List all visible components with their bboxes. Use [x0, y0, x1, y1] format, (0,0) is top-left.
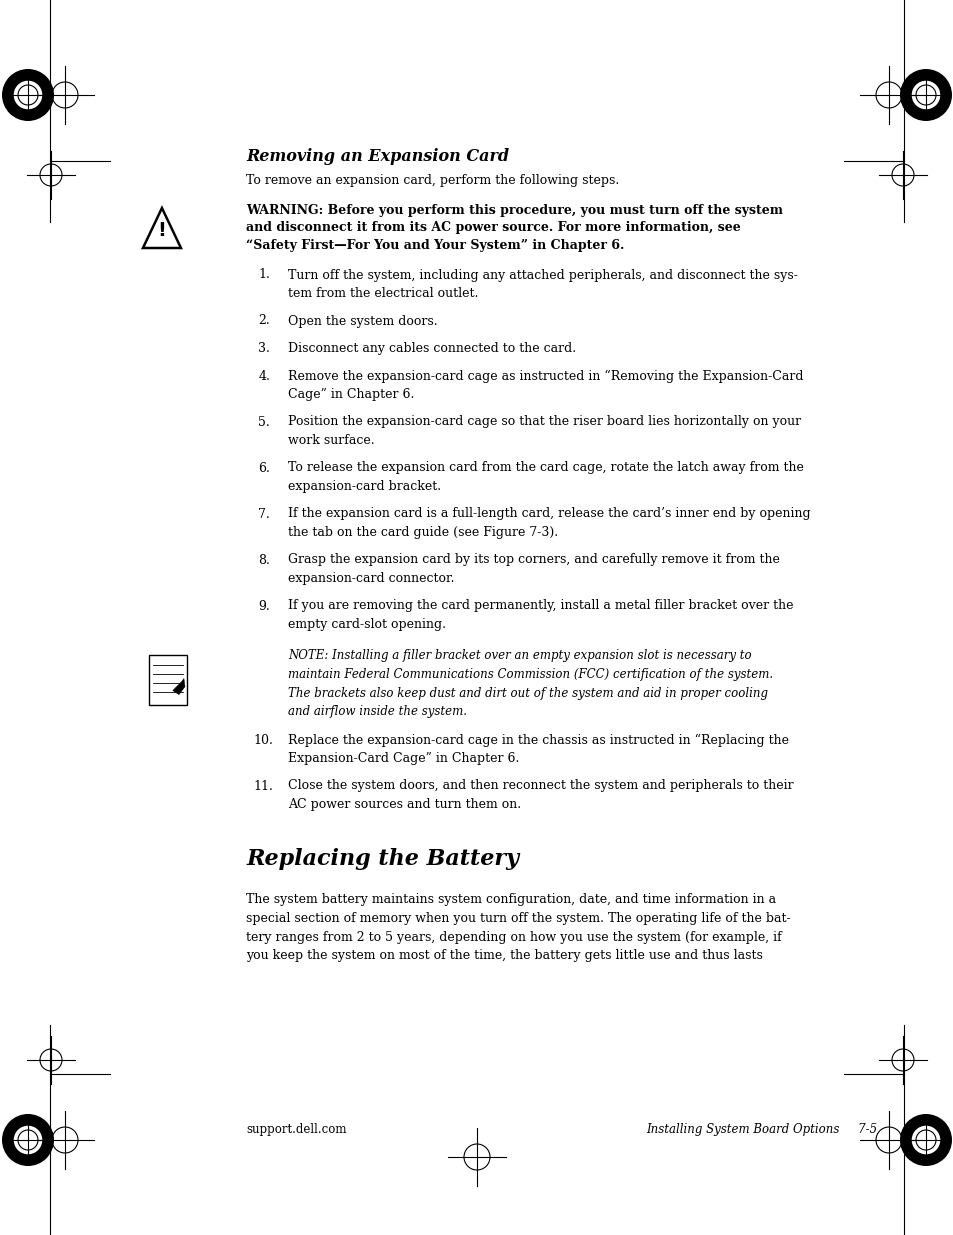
Circle shape — [899, 1114, 951, 1166]
Text: NOTE: Installing a filler bracket over an empty expansion slot is necessary to: NOTE: Installing a filler bracket over a… — [288, 650, 751, 662]
Text: Disconnect any cables connected to the card.: Disconnect any cables connected to the c… — [288, 342, 576, 354]
Text: The brackets also keep dust and dirt out of the system and aid in proper cooling: The brackets also keep dust and dirt out… — [288, 687, 767, 699]
Text: maintain Federal Communications Commission (FCC) certification of the system.: maintain Federal Communications Commissi… — [288, 668, 773, 680]
Text: empty card-slot opening.: empty card-slot opening. — [288, 618, 446, 631]
Bar — [149, 655, 187, 704]
Text: the tab on the card guide (see Figure 7-3).: the tab on the card guide (see Figure 7-… — [288, 526, 558, 538]
Text: AC power sources and turn them on.: AC power sources and turn them on. — [288, 798, 520, 811]
Text: 7.: 7. — [258, 508, 270, 520]
Text: WARNING: Before you perform this procedure, you must turn off the system: WARNING: Before you perform this procedu… — [246, 204, 782, 217]
Circle shape — [911, 1125, 940, 1155]
Text: Grasp the expansion card by its top corners, and carefully remove it from the: Grasp the expansion card by its top corn… — [288, 553, 780, 567]
Text: 11.: 11. — [253, 779, 273, 793]
Text: Close the system doors, and then reconnect the system and peripherals to their: Close the system doors, and then reconne… — [288, 779, 793, 793]
Text: 2.: 2. — [258, 315, 270, 327]
Text: 6.: 6. — [258, 462, 270, 474]
Text: expansion-card connector.: expansion-card connector. — [288, 572, 455, 585]
Text: tem from the electrical outlet.: tem from the electrical outlet. — [288, 287, 478, 300]
Text: 9.: 9. — [258, 599, 270, 613]
Circle shape — [899, 69, 951, 121]
Text: expansion-card bracket.: expansion-card bracket. — [288, 480, 441, 493]
Text: 3.: 3. — [258, 342, 270, 354]
Text: Remove the expansion-card cage as instructed in “Removing the Expansion-Card: Remove the expansion-card cage as instru… — [288, 369, 802, 383]
Text: 8.: 8. — [258, 553, 270, 567]
Circle shape — [13, 1125, 42, 1155]
Text: If the expansion card is a full-length card, release the card’s inner end by ope: If the expansion card is a full-length c… — [288, 508, 810, 520]
Circle shape — [13, 80, 42, 110]
Text: 10.: 10. — [253, 734, 273, 746]
Text: Removing an Expansion Card: Removing an Expansion Card — [246, 148, 509, 165]
Text: tery ranges from 2 to 5 years, depending on how you use the system (for example,: tery ranges from 2 to 5 years, depending… — [246, 930, 781, 944]
Text: and airflow inside the system.: and airflow inside the system. — [288, 705, 467, 718]
Text: Cage” in Chapter 6.: Cage” in Chapter 6. — [288, 388, 414, 401]
Text: special section of memory when you turn off the system. The operating life of th: special section of memory when you turn … — [246, 911, 790, 925]
Text: Position the expansion-card cage so that the riser board lies horizontally on yo: Position the expansion-card cage so that… — [288, 415, 801, 429]
Circle shape — [911, 80, 940, 110]
Text: Open the system doors.: Open the system doors. — [288, 315, 437, 327]
Text: !: ! — [157, 221, 166, 240]
Text: 5.: 5. — [258, 415, 270, 429]
Text: work surface.: work surface. — [288, 433, 375, 447]
Text: If you are removing the card permanently, install a metal filler bracket over th: If you are removing the card permanently… — [288, 599, 793, 613]
Text: Replacing the Battery: Replacing the Battery — [246, 847, 518, 869]
Text: Turn off the system, including any attached peripherals, and disconnect the sys-: Turn off the system, including any attac… — [288, 268, 797, 282]
Text: Replace the expansion-card cage in the chassis as instructed in “Replacing the: Replace the expansion-card cage in the c… — [288, 734, 788, 747]
Text: support.dell.com: support.dell.com — [246, 1123, 346, 1136]
Text: 1.: 1. — [258, 268, 270, 282]
Text: Installing System Board Options     7-5: Installing System Board Options 7-5 — [646, 1123, 877, 1136]
Text: The system battery maintains system configuration, date, and time information in: The system battery maintains system conf… — [246, 893, 776, 906]
Text: “Safety First—For You and Your System” in Chapter 6.: “Safety First—For You and Your System” i… — [246, 240, 624, 252]
Text: 4.: 4. — [258, 369, 270, 383]
Circle shape — [2, 69, 54, 121]
Polygon shape — [172, 683, 185, 694]
Circle shape — [2, 1114, 54, 1166]
Polygon shape — [181, 678, 185, 687]
Text: you keep the system on most of the time, the battery gets little use and thus la: you keep the system on most of the time,… — [246, 948, 762, 962]
Text: To release the expansion card from the card cage, rotate the latch away from the: To release the expansion card from the c… — [288, 462, 803, 474]
Text: and disconnect it from its AC power source. For more information, see: and disconnect it from its AC power sour… — [246, 221, 740, 235]
Text: Expansion-Card Cage” in Chapter 6.: Expansion-Card Cage” in Chapter 6. — [288, 752, 519, 764]
Text: To remove an expansion card, perform the following steps.: To remove an expansion card, perform the… — [246, 174, 618, 186]
